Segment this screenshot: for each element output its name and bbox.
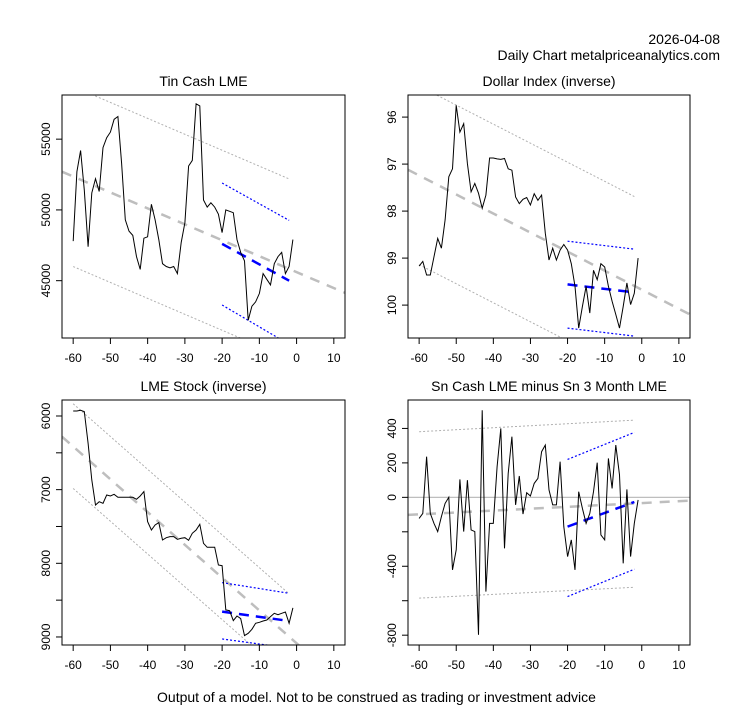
x-tick-label: 0: [293, 351, 300, 365]
plot-area: [62, 95, 345, 338]
panel-1: -60 -50 -40 -30 -20 -10 0 10 96 97 98 99 100: [385, 94, 691, 365]
trend-upper-band: [72, 403, 290, 595]
plot-area: [408, 410, 690, 635]
x-tick-label: -40: [139, 658, 157, 672]
plot-frame: [407, 94, 691, 339]
y-tick-label: 100: [385, 295, 399, 315]
x-tick-label: -40: [485, 658, 503, 672]
plot-frame: [407, 399, 691, 646]
y-tick-label: 98: [385, 204, 399, 218]
x-tick-label: -30: [522, 351, 540, 365]
y-tick-label: 400: [385, 418, 399, 438]
y-tick-label: 97: [385, 157, 399, 171]
forecast-lower-band: [567, 568, 635, 598]
chart-date: 2026-04-08: [648, 31, 720, 47]
panel-2: -60 -50 -40 -30 -20 -10 0 10 6000 7000 8000 9000: [39, 399, 346, 672]
plot-area: [62, 403, 301, 645]
trend-lower-band: [72, 488, 252, 645]
x-tick-label: -20: [559, 351, 577, 365]
price-series-line: [418, 105, 639, 329]
x-tick-label: -60: [64, 351, 82, 365]
x-tick-label: 10: [327, 658, 341, 672]
plot-frame: [61, 399, 346, 646]
forecast-upper-band: [567, 431, 635, 460]
price-series-line: [418, 410, 639, 635]
price-series-line: [72, 102, 294, 321]
x-tick-label: -10: [596, 658, 614, 672]
y-tick-label: 7000: [39, 476, 53, 503]
y-tick-label: 6000: [39, 402, 53, 429]
disclaimer-footer: Output of a model. Not to be construed a…: [157, 689, 596, 705]
x-tick-label: 0: [293, 658, 300, 672]
x-tick-label: 0: [638, 351, 645, 365]
forecast-center-line: [567, 500, 635, 528]
panel-title-dollar-index: Dollar Index (inverse): [482, 73, 616, 89]
panel-3: -60 -50 -40 -30 -20 -10 0 10 -800 -400 0 200 400: [385, 399, 691, 672]
price-series-line: [73, 409, 294, 637]
forecast-upper-band: [222, 582, 290, 594]
trend-upper-band: [435, 95, 635, 197]
plot-frame: [61, 94, 346, 339]
y-tick-label: -400: [385, 554, 399, 578]
trend-upper-band: [419, 419, 635, 433]
forecast-upper-band: [221, 182, 290, 221]
x-tick-label: -60: [410, 351, 428, 365]
x-tick-label: -10: [251, 351, 269, 365]
x-tick-label: -60: [410, 658, 428, 672]
trend-lower-band: [418, 264, 564, 338]
x-tick-label: -20: [213, 658, 231, 672]
x-tick-label: -50: [448, 351, 466, 365]
trend-line: [62, 170, 345, 295]
x-tick-label: -30: [176, 658, 194, 672]
forecast-center-line: [221, 242, 290, 282]
trend-line: [408, 499, 690, 517]
x-tick-label: 0: [638, 658, 645, 672]
x-tick-label: -60: [64, 658, 82, 672]
x-tick-label: -30: [522, 658, 540, 672]
forecast-center-line: [567, 283, 635, 294]
y-tick-label: 55000: [39, 122, 53, 156]
x-tick-label: -20: [559, 658, 577, 672]
trend-line: [62, 435, 301, 645]
trend-line: [408, 168, 690, 316]
panel-0: -60 -50 -40 -30 -20 -10 0 10 45000 50000 55000: [39, 94, 346, 365]
y-tick-label: 8000: [39, 550, 53, 577]
y-tick-label: 200: [385, 453, 399, 473]
forecast-lower-band: [567, 327, 635, 337]
forecast-center-line: [221, 610, 290, 623]
panel-title-cash-3m-spread: Sn Cash LME minus Sn 3 Month LME: [431, 378, 667, 394]
x-tick-label: -30: [176, 351, 194, 365]
plot-area: [408, 95, 690, 338]
chart-subtitle: Daily Chart metalpriceanalytics.com: [497, 47, 720, 63]
x-tick-label: -50: [448, 658, 466, 672]
x-tick-label: 10: [672, 351, 686, 365]
trend-upper-band: [91, 95, 290, 180]
x-tick-label: 10: [672, 658, 686, 672]
x-tick-label: -20: [213, 351, 231, 365]
y-tick-label: 9000: [39, 623, 53, 650]
y-tick-label: -800: [385, 623, 399, 647]
trend-lower-band: [72, 266, 242, 338]
y-tick-label: 45000: [39, 264, 53, 298]
trend-lower-band: [419, 586, 635, 599]
x-tick-label: 10: [327, 351, 341, 365]
panel-title-lme-stock: LME Stock (inverse): [140, 378, 267, 394]
y-tick-label: 96: [385, 110, 399, 124]
y-tick-label: 50000: [39, 193, 53, 227]
y-tick-label: 0: [385, 494, 399, 501]
y-tick-label: 99: [385, 251, 399, 265]
x-tick-label: -40: [485, 351, 503, 365]
x-tick-label: -40: [139, 351, 157, 365]
forecast-upper-band: [567, 240, 635, 250]
x-tick-label: -10: [596, 351, 614, 365]
x-tick-label: -10: [251, 658, 269, 672]
x-tick-label: -50: [102, 658, 120, 672]
panel-title-tin-cash: Tin Cash LME: [159, 73, 248, 89]
x-tick-label: -50: [102, 351, 120, 365]
forecast-lower-band: [222, 638, 272, 645]
